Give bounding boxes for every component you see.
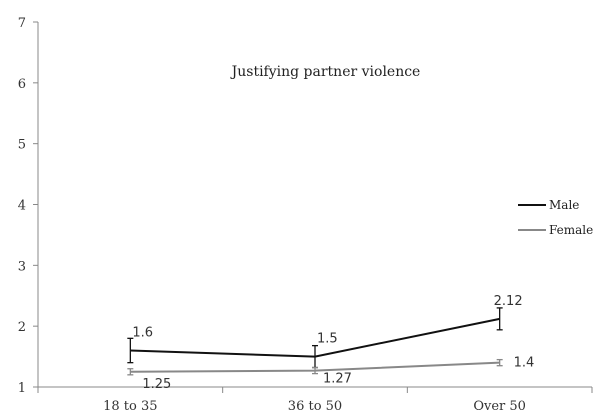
legend-label-female: Female: [549, 223, 593, 237]
y-tick-label: 7: [18, 16, 26, 31]
y-tick-label: 5: [18, 138, 26, 153]
legend-label-male: Male: [549, 198, 579, 212]
data-label: 1.27: [323, 372, 352, 387]
y-tick-label: 6: [18, 77, 26, 92]
chart-title: Justifying partner violence: [230, 64, 421, 80]
y-tick-label: 2: [18, 320, 26, 335]
data-label: 2.12: [494, 294, 523, 309]
x-tick-label: Over 50: [473, 399, 526, 414]
x-tick-label: 36 to 50: [288, 399, 342, 414]
data-label: 1.4: [514, 356, 535, 371]
legend: Male Female: [518, 198, 593, 237]
series-female: 1.25 1.27 1.4: [127, 356, 534, 392]
series-layer: 1.6 1.5 2.12 1.25 1.27 1.4: [127, 294, 534, 392]
data-label: 1.5: [317, 332, 338, 347]
y-tick-label: 4: [18, 199, 26, 214]
x-tick-label: 18 to 35: [103, 399, 157, 414]
data-label: 1.25: [142, 377, 171, 392]
axes: 1 2 3 4 5 6 7 18 to 35 36 to 50 Over 50: [18, 16, 593, 414]
series-male: 1.6 1.5 2.12: [127, 294, 523, 369]
y-tick-label: 3: [18, 259, 26, 274]
y-tick-label: 1: [18, 381, 26, 396]
data-label: 1.6: [132, 326, 153, 341]
